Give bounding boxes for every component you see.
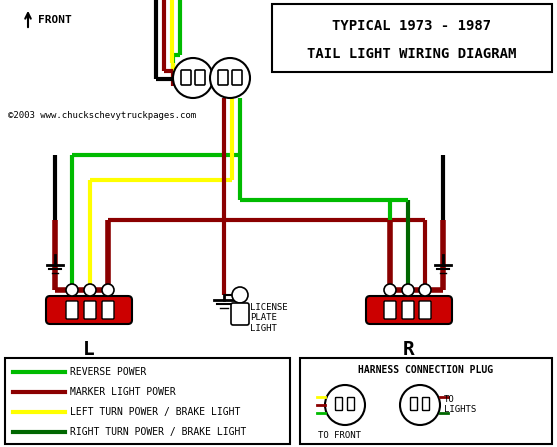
- FancyBboxPatch shape: [335, 397, 343, 410]
- Circle shape: [400, 385, 440, 425]
- Text: TYPICAL 1973 - 1987: TYPICAL 1973 - 1987: [333, 19, 492, 33]
- Text: RIGHT TURN POWER / BRAKE LIGHT: RIGHT TURN POWER / BRAKE LIGHT: [70, 427, 246, 437]
- Text: LICENSE
PLATE
LIGHT: LICENSE PLATE LIGHT: [250, 303, 287, 333]
- Circle shape: [232, 287, 248, 303]
- Text: TAIL LIGHT WIRING DIAGRAM: TAIL LIGHT WIRING DIAGRAM: [307, 47, 517, 61]
- FancyBboxPatch shape: [348, 397, 354, 410]
- FancyBboxPatch shape: [102, 301, 114, 319]
- Text: REVERSE POWER: REVERSE POWER: [70, 367, 146, 377]
- Circle shape: [102, 284, 114, 296]
- Text: L: L: [83, 340, 95, 359]
- Circle shape: [210, 58, 250, 98]
- FancyBboxPatch shape: [272, 4, 552, 72]
- Text: TO
LIGHTS: TO LIGHTS: [444, 395, 476, 414]
- FancyBboxPatch shape: [5, 358, 290, 444]
- FancyBboxPatch shape: [231, 303, 249, 325]
- FancyBboxPatch shape: [411, 397, 418, 410]
- Text: TO FRONT: TO FRONT: [319, 431, 361, 440]
- FancyBboxPatch shape: [423, 397, 429, 410]
- FancyBboxPatch shape: [66, 301, 78, 319]
- Circle shape: [84, 284, 96, 296]
- Text: MARKER LIGHT POWER: MARKER LIGHT POWER: [70, 387, 176, 397]
- FancyBboxPatch shape: [218, 70, 228, 85]
- FancyBboxPatch shape: [84, 301, 96, 319]
- Circle shape: [384, 284, 396, 296]
- Circle shape: [419, 284, 431, 296]
- Text: R: R: [403, 340, 415, 359]
- FancyBboxPatch shape: [232, 70, 242, 85]
- FancyBboxPatch shape: [46, 296, 132, 324]
- FancyBboxPatch shape: [366, 296, 452, 324]
- Circle shape: [66, 284, 78, 296]
- Text: ©2003 www.chuckschevytruckpages.com: ©2003 www.chuckschevytruckpages.com: [8, 110, 196, 119]
- FancyBboxPatch shape: [195, 70, 205, 85]
- Circle shape: [173, 58, 213, 98]
- FancyBboxPatch shape: [402, 301, 414, 319]
- FancyBboxPatch shape: [181, 70, 191, 85]
- FancyBboxPatch shape: [384, 301, 396, 319]
- FancyBboxPatch shape: [419, 301, 431, 319]
- Text: FRONT: FRONT: [38, 15, 72, 25]
- Text: HARNESS CONNECTION PLUG: HARNESS CONNECTION PLUG: [359, 365, 494, 375]
- Circle shape: [402, 284, 414, 296]
- Circle shape: [325, 385, 365, 425]
- FancyBboxPatch shape: [300, 358, 552, 444]
- Text: LEFT TURN POWER / BRAKE LIGHT: LEFT TURN POWER / BRAKE LIGHT: [70, 407, 241, 417]
